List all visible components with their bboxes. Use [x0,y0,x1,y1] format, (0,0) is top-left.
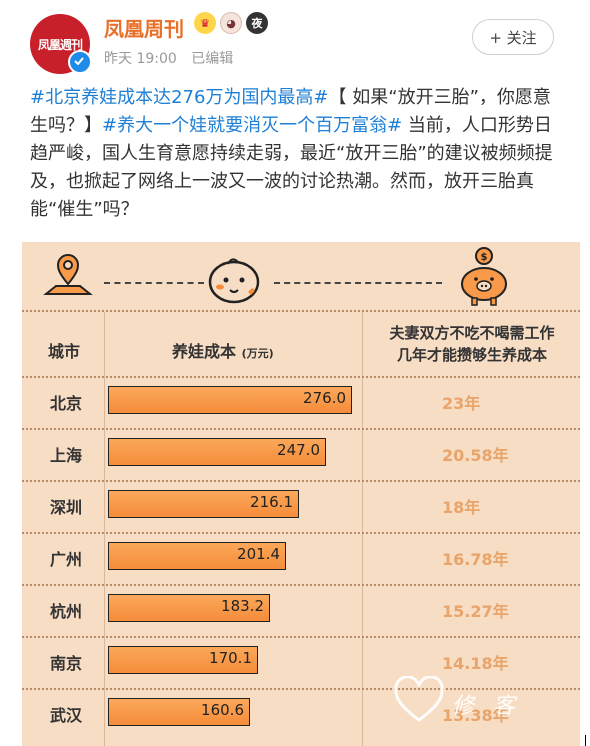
row-divider [22,428,580,432]
city-label: 上海 [50,446,83,465]
city-label: 武汉 [50,706,83,725]
verified-icon [68,50,92,74]
cost-bar [108,490,299,518]
bar-value-label: 160.6 [201,701,244,719]
bar-track: 247.0 [108,438,352,468]
post-header: 凤凰週刊 凤凰周刊 ♛ ◕ 夜 昨天 19:00 已编辑 + 关注 [0,0,590,80]
table-row: 深圳 216.1 18年 [22,480,580,532]
city-label: 南京 [50,654,83,673]
years-label: 13.38年 [442,706,509,725]
table-row: 武汉 160.6 13.38年 [22,688,580,740]
piggy-bank-icon: $ [461,247,507,306]
edge-mark [585,735,586,746]
row-divider [22,584,580,588]
city-label: 杭州 [50,602,83,621]
watermark: 修 客 [392,676,542,726]
row-divider [22,532,580,536]
column-divider [104,312,105,746]
post-text-segment: 【 如果“放开三胎”，你愿意生吗？】 [30,87,551,136]
bar-track: 183.2 [108,594,352,624]
header-cost-label: 养娃成本 [172,342,237,361]
table-row: 广州 201.4 16.78年 [22,532,580,584]
author-badges: ♛ ◕ 夜 [194,12,268,34]
bar-track: 170.1 [108,646,352,676]
years-label: 15.27年 [442,602,509,621]
face-badge-icon: ◕ [220,12,242,34]
edited-label: 已编辑 [191,51,234,67]
years-label: 20.58年 [442,446,509,465]
baby-face-icon [208,258,260,304]
author-avatar[interactable]: 凤凰週刊 [30,14,90,74]
cost-bar [108,646,258,674]
post-meta: 昨天 19:00 已编辑 [104,48,243,68]
years-label: 23年 [442,394,481,413]
svg-text:$: $ [481,252,488,263]
row-divider [22,376,580,380]
icon-row: $ [22,242,580,308]
table-row: 北京 276.0 23年 [22,376,580,428]
city-label: 深圳 [50,498,83,517]
header-years-line2: 几年才能攒够生养成本 [396,346,547,364]
row-divider [22,480,580,484]
header-top-line [22,310,580,314]
city-label: 广州 [50,550,83,569]
bar-value-label: 276.0 [303,389,346,407]
post-text: #北京养娃成本达276万为国内最高#【 如果“放开三胎”，你愿意生吗？】#养大一… [30,84,560,224]
cost-bar [108,386,352,414]
years-label: 16.78年 [442,550,509,569]
heart-watermark-icon [394,676,444,722]
night-badge-icon: 夜 [246,12,268,34]
cost-bar [108,542,286,570]
bar-track: 160.6 [108,698,352,728]
cost-bar [108,698,250,726]
header-city: 城市 [48,342,81,361]
cost-bar [108,438,326,466]
crown-badge-icon: ♛ [194,12,216,34]
city-label: 北京 [50,394,83,413]
hashtag-link[interactable]: #北京养娃成本达276万为国内最高# [30,87,329,108]
bar-track: 201.4 [108,542,352,572]
table-row: 南京 170.1 14.18年 [22,636,580,688]
header-cost-unit: (万元) [241,347,274,360]
hashtag-link[interactable]: #养大一个娃就要消灭一个百万富翁# [102,115,403,136]
header-years: 夫妻双方不吃不喝需工作 几年才能攒够生养成本 [374,322,570,366]
location-map-icon [43,254,93,295]
years-label: 18年 [442,498,481,517]
column-divider [362,312,363,746]
bar-value-label: 247.0 [277,441,320,459]
row-divider [22,636,580,640]
header-years-line1: 夫妻双方不吃不喝需工作 [389,324,555,342]
bar-value-label: 170.1 [209,649,252,667]
header-cost: 养娃成本 (万元) [172,338,274,362]
avatar-logo-text: 凤凰週刊 [37,37,83,52]
post-text-segment: 当前，人口形势日趋严峻，国人生育意愿持续走弱，最近“放开三胎”的建议被频频提及，… [30,115,553,220]
cost-bar [108,594,270,622]
infographic-image[interactable]: $ 城市 养娃成本 (万元) 夫妻双方不吃不喝需工作 几年才能攒够生养成本 北京… [22,242,580,746]
author-name[interactable]: 凤凰周刊 [104,17,184,41]
dash-divider [274,282,442,286]
bar-value-label: 183.2 [221,597,264,615]
years-label: 14.18年 [442,654,509,673]
bar-track: 276.0 [108,386,352,416]
bar-track: 216.1 [108,490,352,520]
post-time: 昨天 19:00 [104,51,177,67]
row-divider [22,688,580,692]
watermark-text: 修 客 [452,694,521,719]
table-row: 上海 247.0 20.58年 [22,428,580,480]
dash-divider [104,282,204,286]
bar-value-label: 216.1 [250,493,293,511]
table-row: 杭州 183.2 15.27年 [22,584,580,636]
follow-button[interactable]: + 关注 [472,19,554,55]
bar-value-label: 201.4 [237,545,280,563]
